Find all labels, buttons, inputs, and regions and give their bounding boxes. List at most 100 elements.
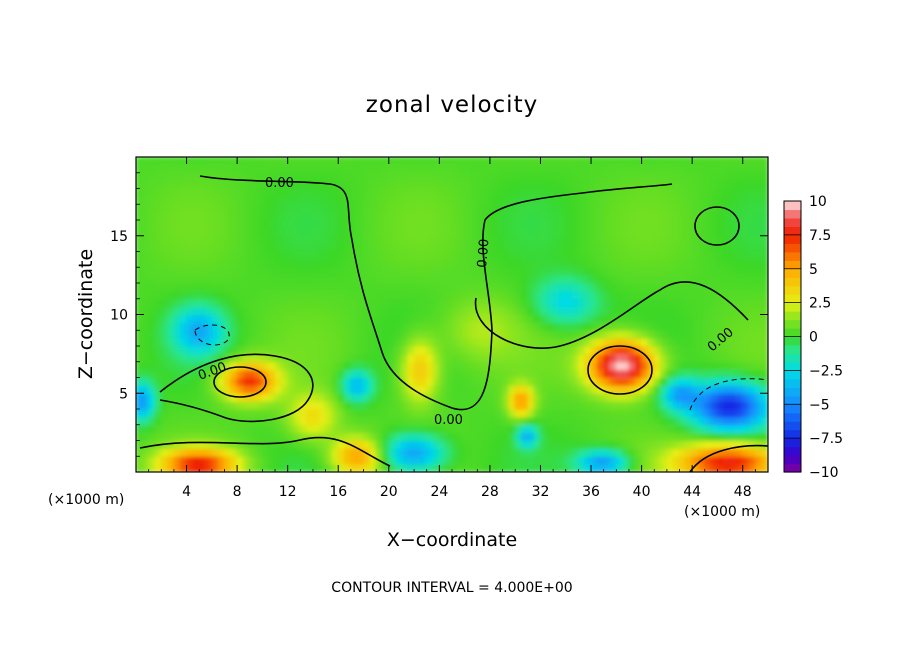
- field-cell: [666, 164, 674, 174]
- field-cell: [186, 329, 194, 339]
- field-cell: [419, 447, 428, 457]
- field-cell: [653, 369, 662, 378]
- field-cell: [615, 416, 624, 426]
- field-cell: [609, 392, 617, 402]
- field-cell: [173, 447, 181, 457]
- field-cell: [438, 314, 447, 323]
- field-cell: [293, 258, 301, 268]
- field-cell: [647, 235, 655, 245]
- field-cell: [268, 408, 276, 418]
- field-cell: [223, 164, 232, 174]
- field-cell: [464, 416, 472, 426]
- field-cell: [293, 180, 301, 189]
- x-tick-label: 16: [329, 484, 347, 500]
- field-cell: [470, 353, 478, 363]
- field-cell: [697, 211, 706, 221]
- field-cell: [660, 369, 668, 378]
- field-cell: [697, 251, 706, 260]
- field-cell: [622, 298, 630, 308]
- field-cell: [451, 377, 459, 386]
- field-cell: [634, 164, 643, 174]
- field-cell: [230, 164, 238, 174]
- field-cell: [527, 298, 535, 308]
- field-cell: [514, 258, 523, 268]
- field-cell: [167, 416, 175, 426]
- field-cell: [716, 400, 725, 410]
- field-cell: [495, 424, 504, 434]
- field-cell: [287, 235, 295, 245]
- field-cell: [350, 392, 358, 402]
- field-cell: [230, 353, 238, 363]
- field-cell: [337, 306, 346, 315]
- field-cell: [268, 243, 276, 252]
- field-cell: [293, 377, 301, 386]
- field-cell: [318, 400, 327, 410]
- field-cell: [419, 157, 428, 166]
- field-cell: [679, 432, 687, 441]
- field-cell: [527, 282, 535, 292]
- field-cell: [261, 266, 270, 276]
- field-cell: [729, 321, 737, 331]
- field-cell: [748, 164, 756, 174]
- field-cell: [160, 227, 169, 237]
- field-cell: [735, 266, 744, 276]
- field-cell: [679, 345, 687, 355]
- field-cell: [685, 314, 693, 323]
- field-cell: [622, 369, 630, 378]
- field-cell: [590, 290, 598, 300]
- field-cell: [451, 353, 459, 363]
- field-cell: [312, 258, 320, 268]
- field-cell: [641, 392, 649, 402]
- field-cell: [558, 274, 567, 284]
- field-cell: [356, 180, 365, 189]
- field-cell: [735, 361, 744, 371]
- field-cell: [495, 392, 504, 402]
- field-cell: [223, 235, 232, 245]
- field-cell: [198, 408, 207, 418]
- field-cell: [495, 463, 504, 472]
- field-cell: [508, 298, 516, 308]
- field-cell: [521, 211, 529, 221]
- field-cell: [274, 306, 282, 315]
- field-cell: [388, 377, 396, 386]
- field-cell: [710, 172, 718, 182]
- field-cell: [287, 306, 295, 315]
- field-cell: [438, 172, 447, 182]
- field-cell: [381, 345, 390, 355]
- field-cell: [457, 235, 466, 245]
- field-cell: [596, 408, 605, 418]
- field-cell: [381, 290, 390, 300]
- field-cell: [261, 211, 270, 221]
- field-cell: [312, 377, 320, 386]
- field-cell: [186, 164, 194, 174]
- field-cell: [470, 251, 478, 260]
- field-cell: [369, 329, 377, 339]
- field-cell: [369, 164, 377, 174]
- field-cell: [274, 400, 282, 410]
- field-cell: [312, 345, 320, 355]
- field-cell: [205, 314, 213, 323]
- field-cell: [287, 408, 295, 418]
- field-cell: [375, 463, 383, 472]
- field-cell: [413, 455, 421, 465]
- field-cell: [375, 377, 383, 386]
- field-cell: [230, 251, 238, 260]
- field-cell: [742, 266, 750, 276]
- field-cell: [754, 235, 763, 245]
- field-cell: [565, 314, 573, 323]
- field-cell: [710, 463, 718, 472]
- field-cell: [160, 424, 169, 434]
- field-cell: [451, 345, 459, 355]
- field-cell: [571, 219, 579, 229]
- field-cell: [426, 203, 434, 213]
- field-cell: [704, 172, 712, 182]
- field-cell: [527, 400, 535, 410]
- field-cell: [363, 424, 371, 434]
- field-cell: [280, 211, 289, 221]
- field-cell: [641, 440, 649, 449]
- field-cell: [350, 432, 358, 441]
- field-cell: [268, 337, 276, 347]
- field-cell: [508, 243, 516, 252]
- field-cell: [268, 290, 276, 300]
- field-cell: [609, 227, 617, 237]
